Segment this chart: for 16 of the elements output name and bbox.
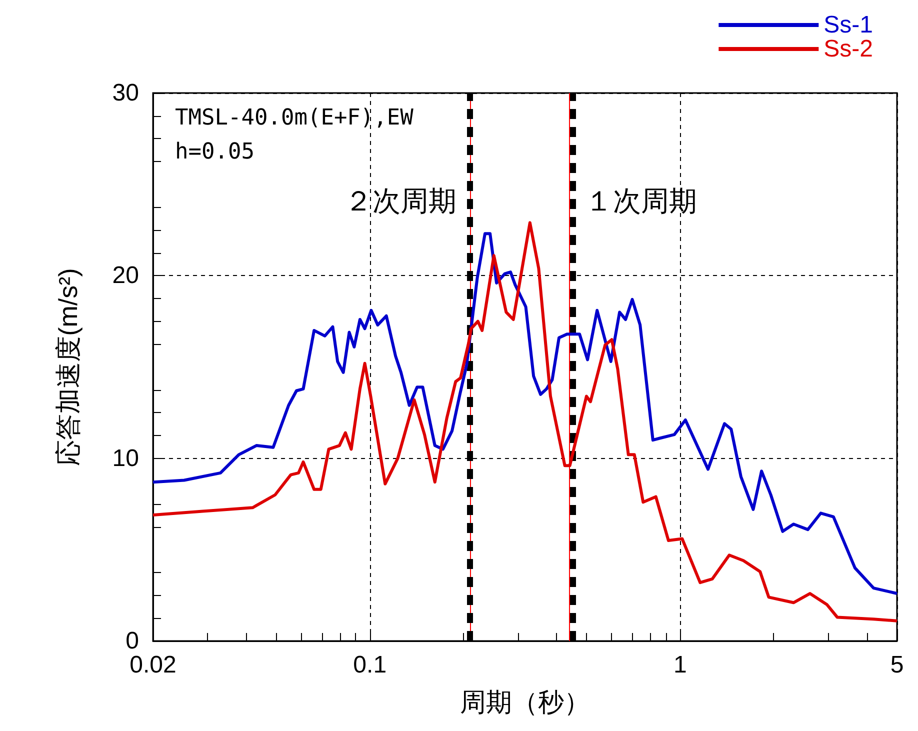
y-axis-title: 応答加速度(m/s²) <box>53 268 83 466</box>
ref-line-label: １次周期 <box>585 186 698 216</box>
annotation: h=0.05 <box>175 140 254 164</box>
x-tick-label: 0.1 <box>353 652 387 678</box>
x-tick-label: 5 <box>890 652 904 678</box>
legend-label: Ss-2 <box>824 36 874 62</box>
legend-label: Ss-1 <box>824 12 874 38</box>
x-tick-label: 1 <box>673 652 687 678</box>
y-tick-label: 30 <box>112 80 139 106</box>
x-axis-title: 周期（秒） <box>460 687 590 717</box>
y-tick-label: 0 <box>126 628 139 654</box>
annotation: TMSL-40.0m(E+F),EW <box>175 106 414 130</box>
ref-line-label: ２次周期 <box>344 186 456 216</box>
y-tick-label: 20 <box>112 262 139 290</box>
y-tick-label: 10 <box>112 444 139 472</box>
x-tick-label: 0.02 <box>130 652 176 678</box>
